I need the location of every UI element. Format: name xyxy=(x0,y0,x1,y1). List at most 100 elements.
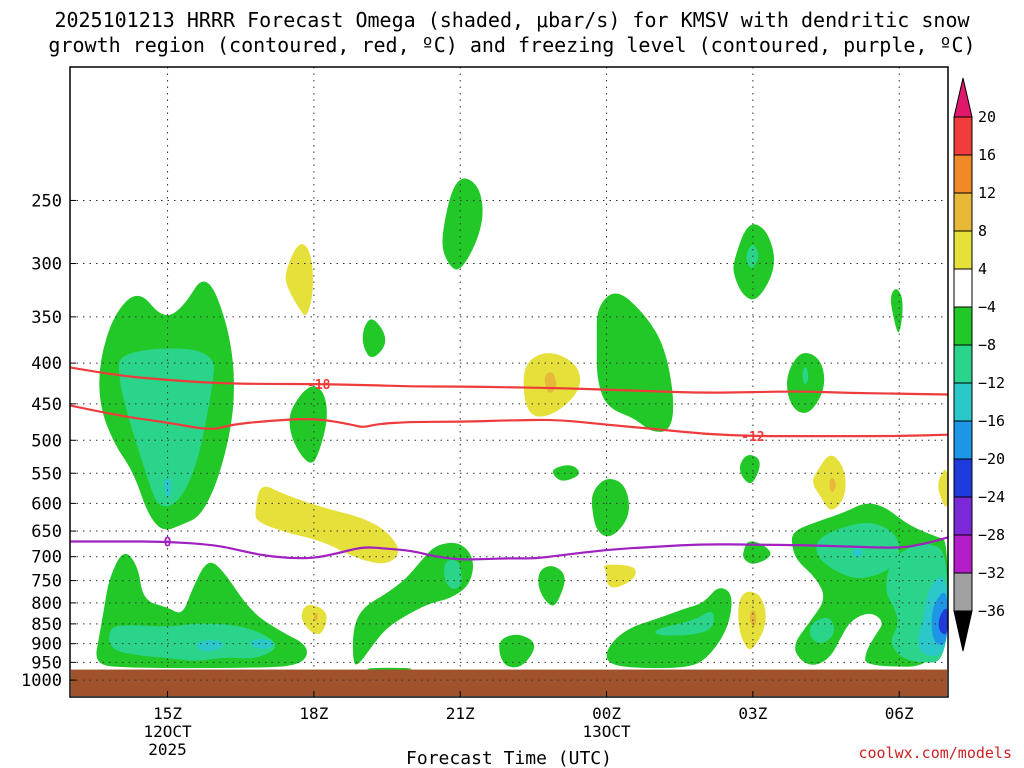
omega-region-41 xyxy=(603,564,636,588)
omega-region-6 xyxy=(250,639,274,649)
x-tick-label-03Z: 03Z xyxy=(738,704,767,723)
x-tick-date-15Z: 12OCT xyxy=(143,722,192,741)
omega-region-38 xyxy=(313,612,318,621)
omega-region-9 xyxy=(442,178,483,270)
colorbar-label-10: −24 xyxy=(978,488,1005,506)
colorbar-bin-1 xyxy=(953,154,973,194)
colorbar-bin-7 xyxy=(953,382,973,422)
omega-region-17 xyxy=(591,479,629,537)
colorbar-bin-12 xyxy=(953,572,973,612)
contour-label--18: -18 xyxy=(307,378,331,393)
x-tick-label-00Z: 00Z xyxy=(592,704,621,723)
x-tick-label-21Z: 21Z xyxy=(446,704,475,723)
x-tick-label-15Z: 15Z xyxy=(153,704,182,723)
contour--12 xyxy=(70,404,948,438)
omega-shading xyxy=(96,178,948,671)
omega-region-35 xyxy=(285,244,313,316)
y-tick-label-500: 500 xyxy=(31,431,62,451)
y-tick-label-1000: 1000 xyxy=(21,671,62,691)
colorbar-bin-0 xyxy=(953,116,973,156)
colorbar-bin-8 xyxy=(953,420,973,460)
omega-region-4 xyxy=(109,623,276,661)
omega-region-36 xyxy=(255,486,399,564)
omega-region-13 xyxy=(499,634,535,668)
colorbar-label-2: 12 xyxy=(978,184,996,202)
contour-0 xyxy=(70,536,948,561)
omega-region-10 xyxy=(352,542,474,665)
x-tick-label-06Z: 06Z xyxy=(885,704,914,723)
colorbar-under-triangle xyxy=(953,610,973,652)
colorbar-label-13: −36 xyxy=(978,602,1005,620)
omega-region-15 xyxy=(552,465,579,481)
omega-region-11 xyxy=(444,559,462,589)
contour-label--12: -12 xyxy=(741,430,764,445)
omega-region-14 xyxy=(538,566,565,606)
colorbar-label-6: −8 xyxy=(978,336,996,354)
ground-layer xyxy=(71,669,947,696)
colorbar-label-3: 8 xyxy=(978,222,987,240)
y-tick-label-900: 900 xyxy=(31,635,62,655)
y-tick-label-550: 550 xyxy=(31,464,62,484)
omega-region-40 xyxy=(544,372,557,393)
colorbar-bin-5 xyxy=(953,306,973,346)
colorbar-label-0: 20 xyxy=(978,108,996,126)
axes: 2503003504004505005506006507007508008509… xyxy=(21,66,949,759)
y-tick-label-300: 300 xyxy=(31,255,62,275)
contour--18 xyxy=(70,366,948,396)
x-tick-date-00Z: 13OCT xyxy=(582,722,631,741)
colorbar-label-1: 16 xyxy=(978,146,996,164)
omega-region-33 xyxy=(938,608,948,635)
y-tick-label-600: 600 xyxy=(31,494,62,514)
colorbar-label-7: −12 xyxy=(978,374,1005,392)
omega-region-43 xyxy=(749,610,757,626)
contour-label-0: 0 xyxy=(164,536,172,551)
omega-region-44 xyxy=(813,455,846,510)
ground-surface xyxy=(71,669,947,696)
y-tick-label-950: 950 xyxy=(31,653,62,673)
contour-lines: -18 -12 0 xyxy=(70,366,948,561)
y-tick-label-850: 850 xyxy=(31,615,62,635)
omega-region-5 xyxy=(196,639,224,652)
colorbar-bin-11 xyxy=(953,534,973,574)
y-tick-label-350: 350 xyxy=(31,308,62,328)
colorbar-label-11: −28 xyxy=(978,526,1005,544)
omega-region-34 xyxy=(810,617,834,644)
omega-region-8 xyxy=(362,319,386,358)
colorbar-bin-4 xyxy=(953,268,973,308)
omega-region-26 xyxy=(890,289,903,333)
omega-region-16 xyxy=(596,293,674,432)
y-tick-label-250: 250 xyxy=(31,191,62,211)
chart-title-line-2: growth region (contoured, red, ºC) and f… xyxy=(48,33,976,57)
omega-region-7 xyxy=(289,386,327,463)
y-tick-label-450: 450 xyxy=(31,395,62,415)
colorbar-label-12: −32 xyxy=(978,564,1005,582)
colorbar-over-triangle xyxy=(953,77,973,118)
colorbar-label-9: −20 xyxy=(978,450,1005,468)
colorbar-bin-3 xyxy=(953,230,973,270)
omega-region-29 xyxy=(852,548,863,558)
colorbar-bin-6 xyxy=(953,344,973,384)
colorbar-bin-9 xyxy=(953,458,973,498)
x-axis-title: Forecast Time (UTC) xyxy=(406,748,612,768)
omega-region-2 xyxy=(163,478,172,498)
y-tick-label-650: 650 xyxy=(31,522,62,542)
omega-region-46 xyxy=(938,469,948,507)
x-tick-label-18Z: 18Z xyxy=(299,704,328,723)
omega-region-45 xyxy=(829,477,836,493)
chart-title-line-1: 2025101213 HRRR Forecast Omega (shaded, … xyxy=(54,8,970,32)
omega-region-1 xyxy=(118,348,215,507)
colorbar: 20 16 12 8 4 −4 −8 −12 −16 −20 −24 −28 −32 −36 xyxy=(953,77,1005,652)
site-credit: coolwx.com/models xyxy=(858,744,1012,762)
colorbar-label-4: 4 xyxy=(978,260,987,278)
y-tick-label-700: 700 xyxy=(31,548,62,568)
omega-region-25 xyxy=(743,541,771,564)
colorbar-bin-2 xyxy=(953,192,973,232)
y-tick-label-800: 800 xyxy=(31,594,62,614)
y-tick-label-400: 400 xyxy=(31,354,62,374)
omega-region-19 xyxy=(655,611,714,636)
y-tick-label-750: 750 xyxy=(31,572,62,592)
plot-frame xyxy=(69,66,949,698)
x-tick-year-15Z: 2025 xyxy=(148,740,187,759)
